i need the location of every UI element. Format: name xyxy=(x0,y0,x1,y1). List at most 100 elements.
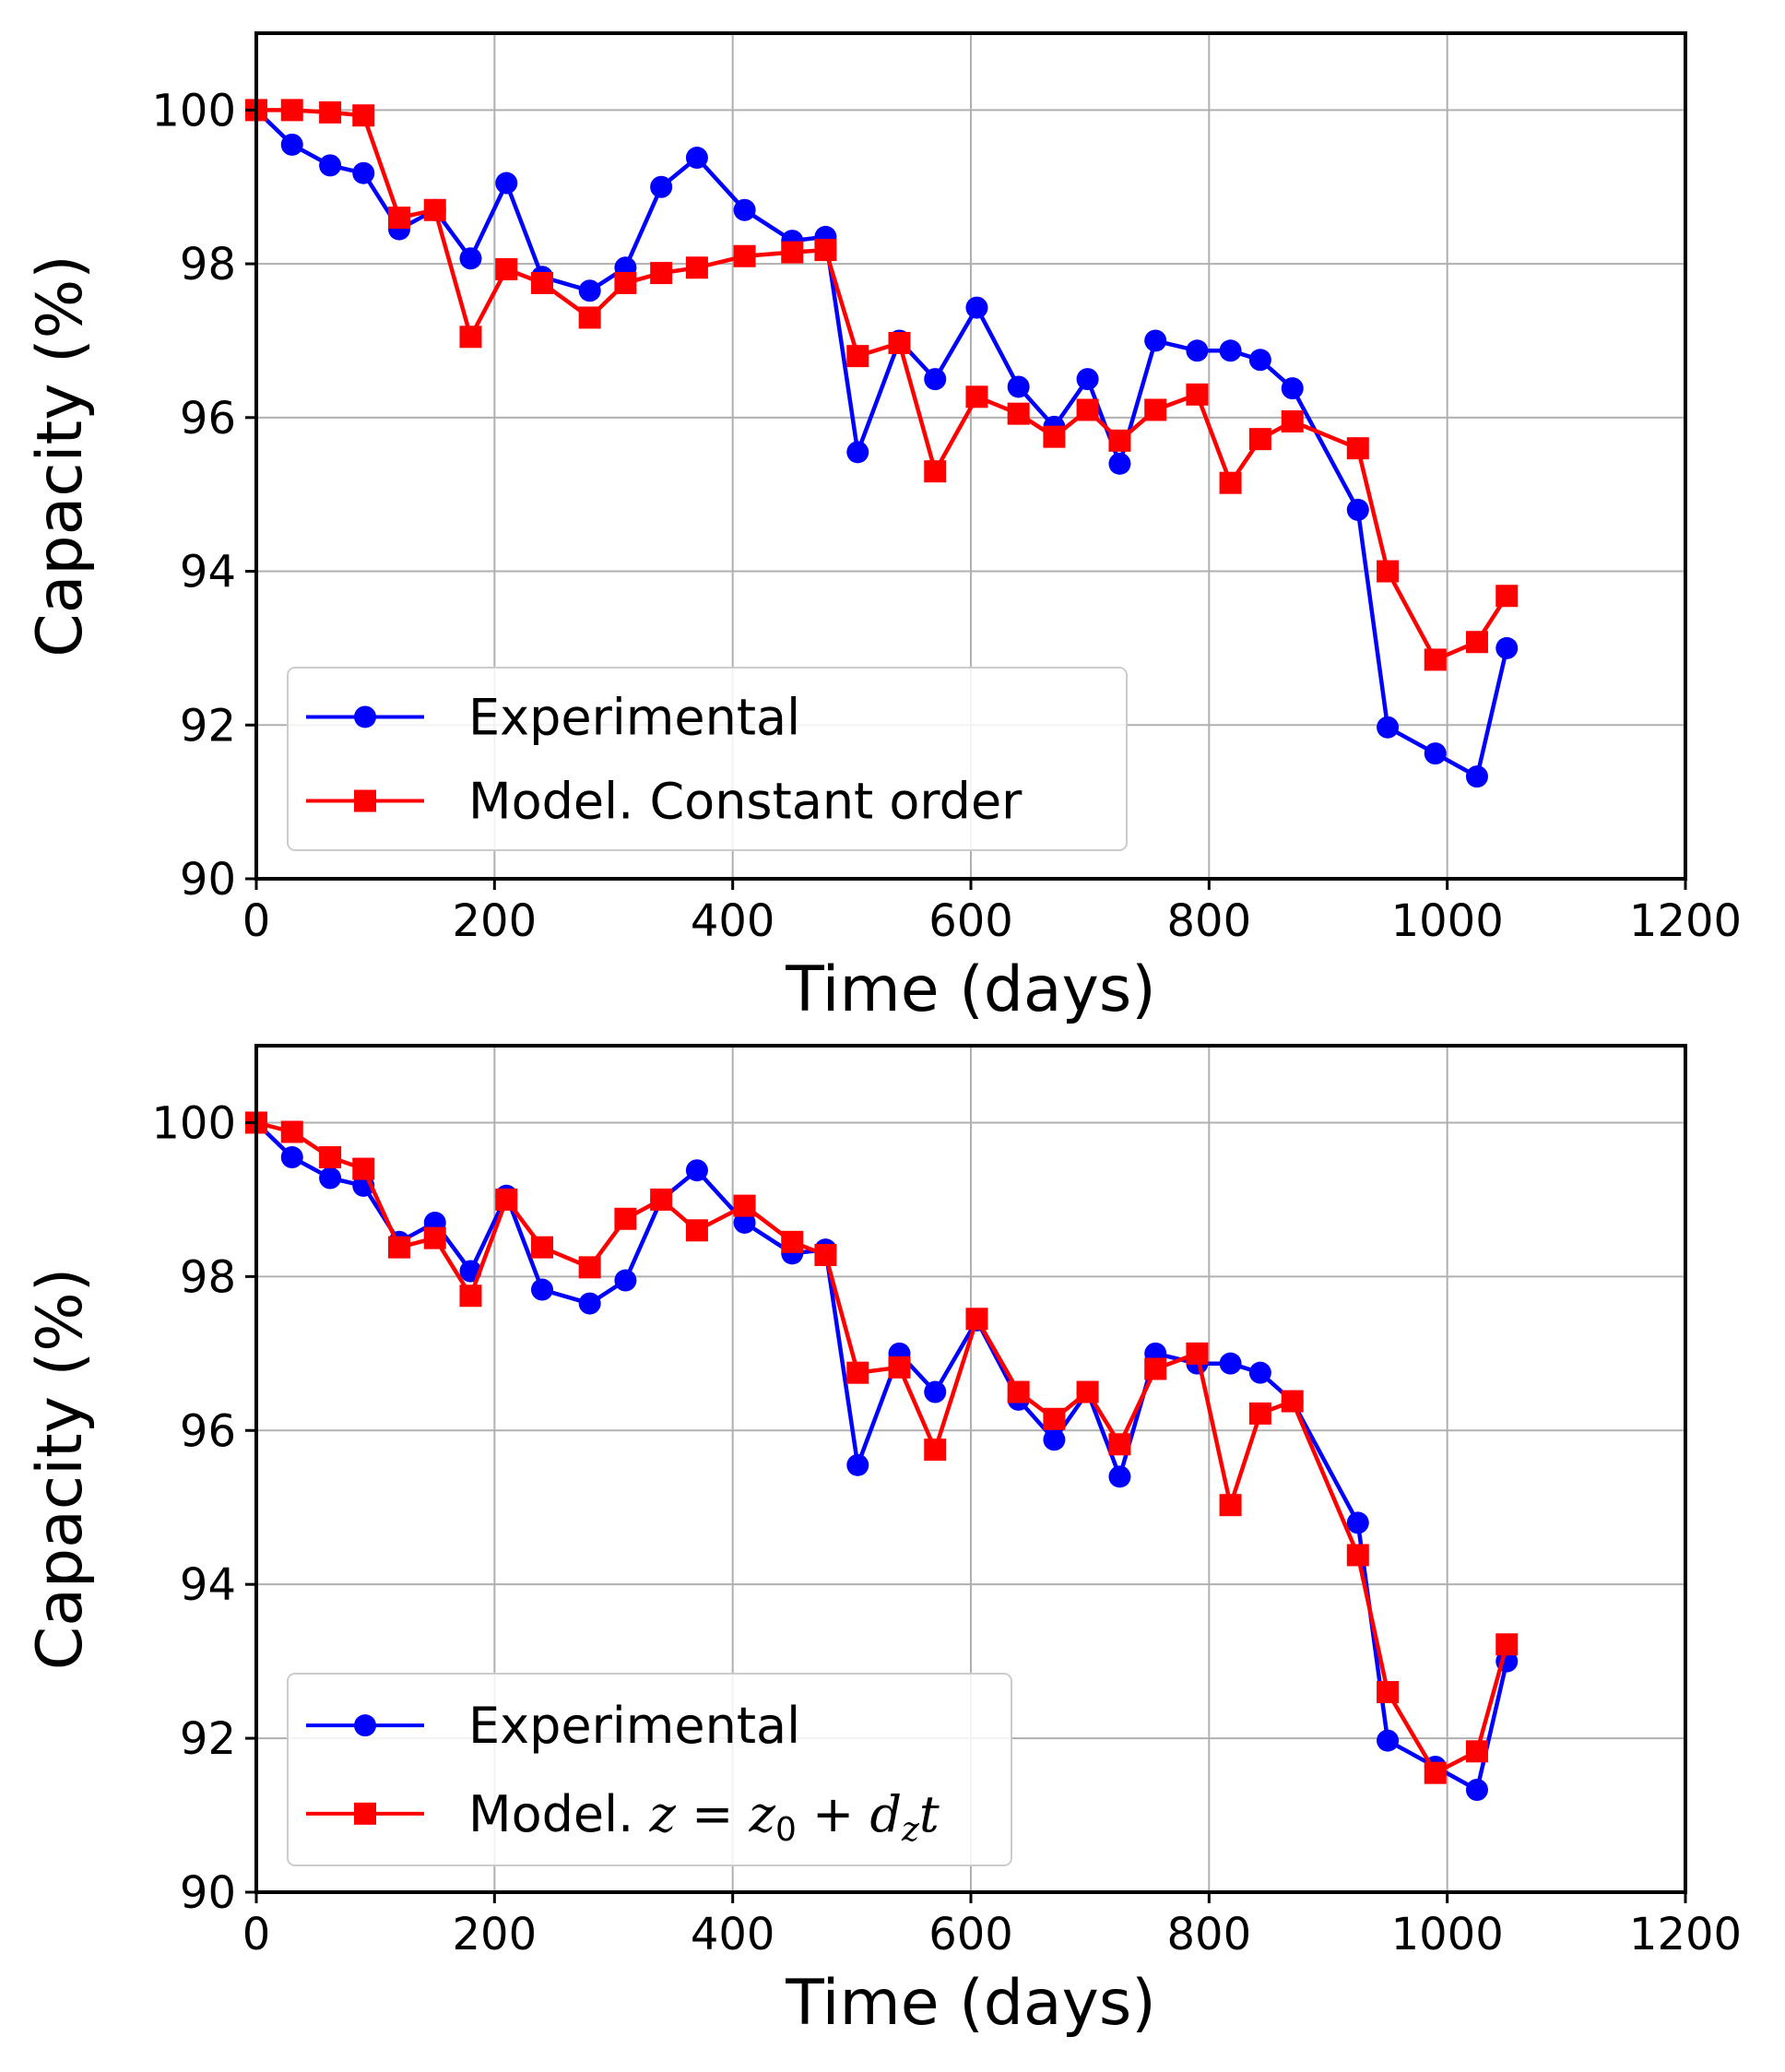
x-axis-label: Time (days) xyxy=(785,1967,1156,2040)
data-point-model xyxy=(781,1230,804,1253)
data-point-experimental xyxy=(685,1159,708,1182)
data-point-experimental xyxy=(1495,636,1519,659)
x-tick-label: 800 xyxy=(1167,1909,1252,1960)
data-point-model xyxy=(352,1157,375,1180)
data-point-experimental xyxy=(733,198,756,221)
data-point-experimental xyxy=(1465,765,1488,788)
data-point-model xyxy=(319,1146,342,1169)
data-point-model xyxy=(352,104,375,127)
data-point-model xyxy=(1465,631,1488,654)
data-point-model xyxy=(1144,1357,1167,1380)
y-tick-label: 92 xyxy=(180,700,236,752)
data-point-model xyxy=(388,207,410,230)
data-point-model xyxy=(814,239,837,262)
data-point-model xyxy=(423,198,446,221)
data-point-model xyxy=(1424,1761,1447,1784)
x-tick-label: 1000 xyxy=(1391,1909,1504,1960)
data-point-model xyxy=(614,1207,637,1230)
data-point-model xyxy=(1424,648,1447,671)
data-point-experimental xyxy=(1248,1361,1271,1384)
data-point-model xyxy=(388,1236,410,1259)
data-point-model xyxy=(1043,1407,1066,1430)
y-tick-label: 96 xyxy=(180,1405,236,1457)
chart-top: 0 200 400 600 800 1000 1200 90 92 94 96 98 100 Time … xyxy=(24,31,1742,1026)
data-point-experimental xyxy=(1007,375,1030,398)
y-tick-label: 98 xyxy=(180,1251,236,1303)
data-point-experimental xyxy=(614,1269,637,1292)
series-line-model xyxy=(255,1120,1509,1775)
data-point-experimental xyxy=(1186,339,1209,362)
data-point-model xyxy=(965,385,988,408)
data-point-model xyxy=(1007,402,1030,425)
data-point-experimental xyxy=(280,133,303,156)
data-point-model xyxy=(1281,409,1304,432)
data-point-model xyxy=(423,1226,446,1249)
data-point-model xyxy=(650,1188,673,1211)
data-point-model xyxy=(459,1285,482,1308)
x-axis-label: Time (days) xyxy=(785,953,1156,1026)
data-point-model xyxy=(733,1194,756,1217)
data-point-model xyxy=(531,271,553,294)
legend-box xyxy=(287,667,1128,851)
data-point-model xyxy=(1076,1380,1099,1403)
y-axis-label: Capacity (%) xyxy=(24,255,97,657)
x-tick-label: 0 xyxy=(242,1909,271,1960)
data-point-model xyxy=(1186,1342,1209,1365)
data-point-experimental xyxy=(531,1278,553,1301)
y-tick-label: 92 xyxy=(180,1713,236,1765)
legend-marker-model xyxy=(354,1802,376,1825)
series-line-model xyxy=(256,108,1509,662)
legend-label-model: Model. Constant order xyxy=(468,773,1023,831)
data-point-experimental xyxy=(1108,1465,1131,1488)
legend: Experimental Model. Constant order xyxy=(287,667,1128,851)
y-tick-label: 96 xyxy=(180,393,236,444)
x-tick-label: 1200 xyxy=(1629,1909,1742,1960)
data-point-model xyxy=(495,257,518,280)
data-point-experimental xyxy=(1248,349,1271,372)
data-point-model xyxy=(814,1243,837,1266)
y-tick-label: 90 xyxy=(180,854,236,906)
data-point-model xyxy=(924,1439,947,1462)
ticks: 0 200 400 600 800 1000 1200 90 92 94 96 98 100 xyxy=(151,1097,1742,1960)
data-point-model xyxy=(1219,471,1242,494)
data-point-model xyxy=(1495,585,1519,608)
data-point-experimental xyxy=(846,441,869,464)
data-point-experimental xyxy=(352,161,375,184)
data-point-experimental xyxy=(1108,452,1131,475)
data-point-model xyxy=(1346,1544,1369,1567)
data-point-experimental xyxy=(1076,368,1099,391)
y-tick-label: 90 xyxy=(180,1867,236,1919)
y-tick-label: 100 xyxy=(151,85,236,136)
x-tick-label: 400 xyxy=(691,895,775,947)
data-point-model xyxy=(1007,1380,1030,1403)
data-point-model xyxy=(578,1256,601,1279)
series-line-experimental xyxy=(254,1120,1509,1793)
legend-label-model: Model. z = z0 + dzt xyxy=(468,1785,940,1849)
y-tick-label: 94 xyxy=(180,547,236,598)
data-point-model xyxy=(1219,1494,1242,1517)
data-point-model xyxy=(846,345,869,368)
data-point-model xyxy=(1248,428,1271,451)
data-point-model xyxy=(1495,1633,1519,1656)
x-tick-label: 600 xyxy=(928,1909,1013,1960)
data-point-experimental xyxy=(280,1146,303,1169)
data-point-experimental xyxy=(1346,1511,1369,1534)
data-point-experimental xyxy=(319,154,342,177)
data-point-experimental xyxy=(319,1166,342,1190)
data-point-model xyxy=(1108,1433,1131,1456)
y-tick-label: 94 xyxy=(180,1559,236,1611)
x-tick-label: 400 xyxy=(691,1909,775,1960)
data-point-model xyxy=(1043,425,1066,448)
y-tick-label: 98 xyxy=(180,239,236,290)
data-point-model xyxy=(685,1219,708,1242)
data-point-model xyxy=(280,99,303,122)
y-axis-label: Capacity (%) xyxy=(24,1268,97,1670)
data-point-model xyxy=(614,271,637,294)
data-point-experimental xyxy=(1144,329,1167,352)
data-point-model xyxy=(650,262,673,285)
data-point-experimental xyxy=(1281,377,1304,400)
legend-marker-model xyxy=(354,789,376,812)
data-point-experimental xyxy=(1377,1729,1400,1752)
data-point-experimental xyxy=(1219,1352,1242,1375)
ticks: 0 200 400 600 800 1000 1200 90 92 94 96 98 100 xyxy=(151,85,1742,947)
